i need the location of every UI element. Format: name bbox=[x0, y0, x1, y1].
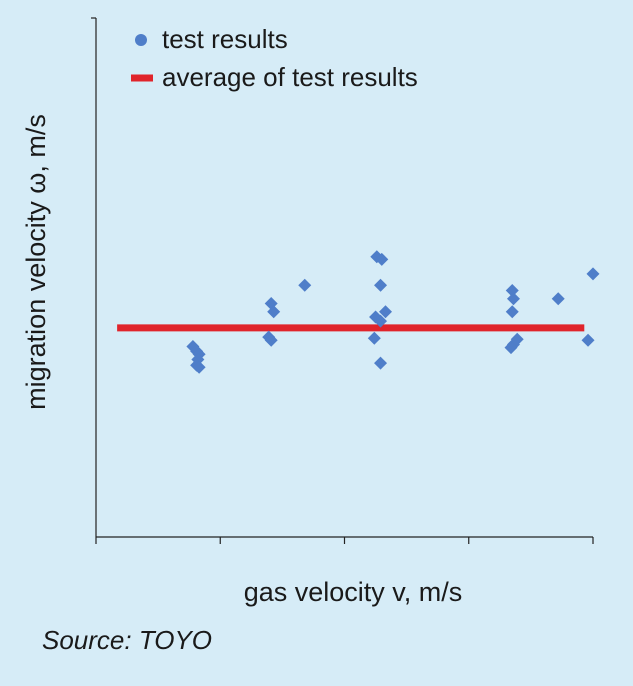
data-point-16 bbox=[374, 314, 388, 328]
points-layer bbox=[186, 250, 600, 374]
data-point-14 bbox=[379, 305, 393, 319]
data-point-26 bbox=[586, 267, 600, 281]
data-point-19 bbox=[505, 283, 519, 297]
axes bbox=[91, 17, 594, 544]
y-axis-label: migration velocity ω, m/s bbox=[21, 114, 51, 410]
legend-marker-test-results bbox=[135, 34, 147, 46]
data-point-5 bbox=[192, 360, 206, 374]
data-point-21 bbox=[505, 305, 519, 319]
data-point-12 bbox=[375, 252, 389, 266]
data-point-25 bbox=[551, 292, 565, 306]
data-point-9 bbox=[264, 333, 278, 347]
data-point-10 bbox=[298, 278, 312, 292]
source-caption: Source: TOYO bbox=[42, 625, 213, 655]
x-ticks bbox=[95, 537, 594, 544]
data-point-7 bbox=[267, 305, 281, 319]
legend: test results average of test results bbox=[131, 24, 418, 92]
data-point-17 bbox=[367, 331, 381, 345]
legend-label-average: average of test results bbox=[162, 62, 418, 92]
data-point-27 bbox=[581, 333, 595, 347]
legend-label-test-results: test results bbox=[162, 24, 288, 54]
data-point-24 bbox=[504, 341, 518, 355]
data-point-20 bbox=[506, 292, 520, 306]
x-axis-label: gas velocity v, m/s bbox=[244, 577, 463, 607]
data-point-18 bbox=[374, 356, 388, 370]
data-point-13 bbox=[374, 278, 388, 292]
